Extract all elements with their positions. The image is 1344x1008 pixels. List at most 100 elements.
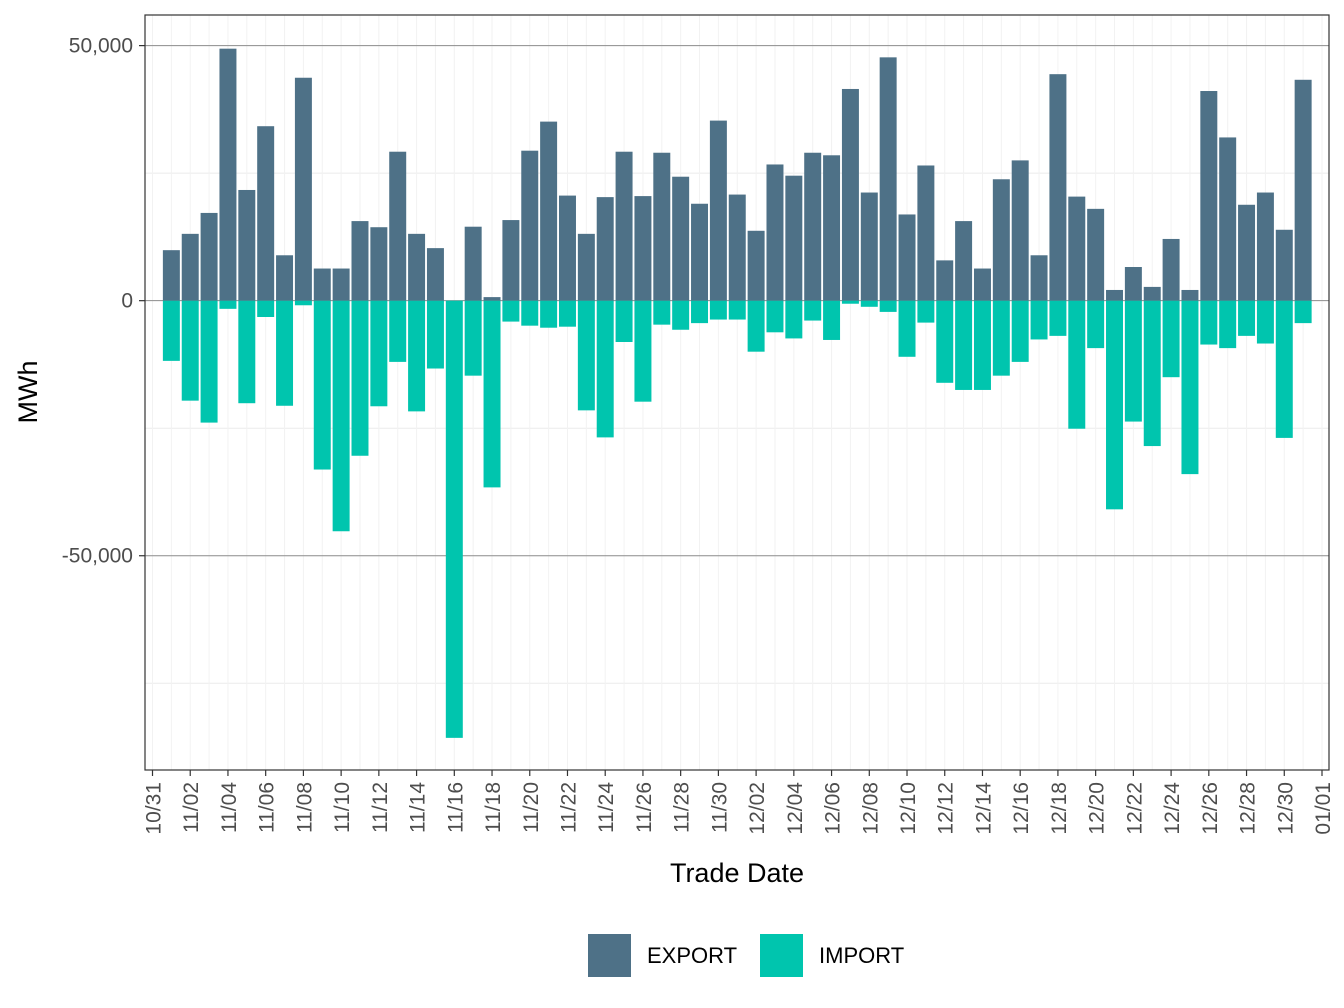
bar-export	[1275, 229, 1293, 301]
bar-export	[351, 221, 369, 301]
x-tick-label: 12/22	[1123, 782, 1146, 835]
x-tick-label: 12/16	[1010, 782, 1033, 835]
bar-export	[691, 203, 709, 301]
bar-export	[992, 179, 1010, 301]
bar-export	[238, 189, 256, 301]
bar-import	[766, 300, 784, 333]
bar-import	[294, 300, 312, 306]
bar-export	[483, 297, 501, 301]
bar-export	[540, 121, 558, 301]
bar-export	[181, 233, 199, 301]
bar-export	[766, 164, 784, 301]
bar-import	[1143, 300, 1161, 447]
bar-export	[294, 77, 312, 301]
x-tick-label: 11/16	[444, 782, 467, 833]
bar-export	[785, 175, 803, 301]
bar-export	[860, 192, 878, 301]
x-tick-label: 01/01	[1312, 782, 1335, 835]
bar-import	[841, 300, 859, 304]
legend-label-import: IMPORT	[819, 943, 904, 968]
x-tick-label: 11/02	[180, 782, 203, 833]
bar-export	[1106, 289, 1123, 301]
legend-key-import	[760, 934, 803, 977]
x-tick-label: 11/08	[293, 782, 316, 833]
x-tick-label: 10/31	[143, 782, 166, 835]
x-tick-label: 11/30	[708, 782, 731, 833]
bar-import	[973, 300, 991, 390]
bar-export	[1219, 137, 1237, 301]
x-tick-label: 11/18	[482, 782, 505, 833]
bar-import	[728, 300, 746, 320]
bar-export	[672, 176, 690, 301]
bar-import	[181, 300, 199, 401]
bar-export	[747, 230, 765, 301]
x-tick-label: 12/12	[935, 782, 958, 835]
import-bars	[162, 300, 1312, 738]
bar-export	[917, 165, 935, 301]
bar-import	[936, 300, 954, 383]
bar-export	[804, 152, 822, 301]
bar-import	[691, 300, 709, 324]
bar-export	[502, 220, 520, 301]
bar-export	[841, 88, 859, 301]
bar-import	[577, 300, 595, 411]
bar-import	[1181, 300, 1199, 475]
bar-import	[370, 300, 388, 407]
bar-export	[973, 268, 991, 301]
legend-key-export	[588, 934, 631, 977]
bar-import	[1200, 300, 1218, 345]
y-tick-label: -50,000	[62, 545, 133, 568]
bar-export	[1256, 192, 1274, 301]
bar-export	[389, 151, 407, 301]
x-tick-label: 12/14	[972, 782, 995, 835]
bar-import	[1049, 300, 1067, 336]
x-tick-label: 12/10	[897, 782, 920, 835]
x-tick-label: 11/26	[633, 782, 656, 833]
bar-import	[1011, 300, 1029, 362]
x-tick-label: 12/30	[1274, 782, 1297, 835]
bar-import	[1106, 300, 1123, 510]
bar-export	[823, 155, 841, 301]
bar-import	[653, 300, 671, 325]
bar-import	[879, 300, 897, 312]
bar-export	[1049, 74, 1067, 301]
x-tick-label: 12/24	[1161, 782, 1184, 835]
x-tick-label: 12/18	[1048, 782, 1071, 835]
bar-export	[426, 248, 444, 301]
bar-export	[1087, 208, 1105, 301]
bar-import	[1219, 300, 1237, 349]
bar-import	[672, 300, 690, 330]
bar-import	[389, 300, 407, 362]
bar-export	[653, 152, 671, 301]
x-tick-label: 12/04	[784, 782, 807, 835]
x-tick-label: 12/20	[1086, 782, 1109, 835]
bar-export	[408, 233, 426, 301]
x-tick-label: 11/06	[256, 782, 279, 833]
bar-import	[238, 300, 256, 404]
bar-export	[200, 212, 218, 301]
bar-export	[709, 120, 727, 301]
bar-import	[860, 300, 878, 307]
bar-import	[521, 300, 539, 326]
x-tick-label: 11/28	[671, 782, 694, 833]
bar-export	[1162, 238, 1180, 301]
legend: EXPORT IMPORT	[588, 934, 904, 977]
bar-export	[1124, 267, 1142, 301]
bar-export	[276, 255, 294, 301]
bar-import	[917, 300, 935, 323]
bar-import	[634, 300, 652, 402]
bar-export	[1294, 79, 1312, 301]
bar-export	[634, 196, 652, 301]
bar-import	[804, 300, 822, 321]
bar-import	[785, 300, 803, 339]
bar-import	[502, 300, 520, 322]
bar-import	[898, 300, 916, 357]
bar-export	[898, 214, 916, 301]
bar-export	[162, 250, 180, 301]
y-axis: 50,000 0 -50,000	[62, 35, 145, 568]
bar-export	[728, 194, 746, 301]
bar-export	[313, 268, 331, 301]
bar-import	[1162, 300, 1180, 378]
bar-export	[1011, 160, 1029, 301]
